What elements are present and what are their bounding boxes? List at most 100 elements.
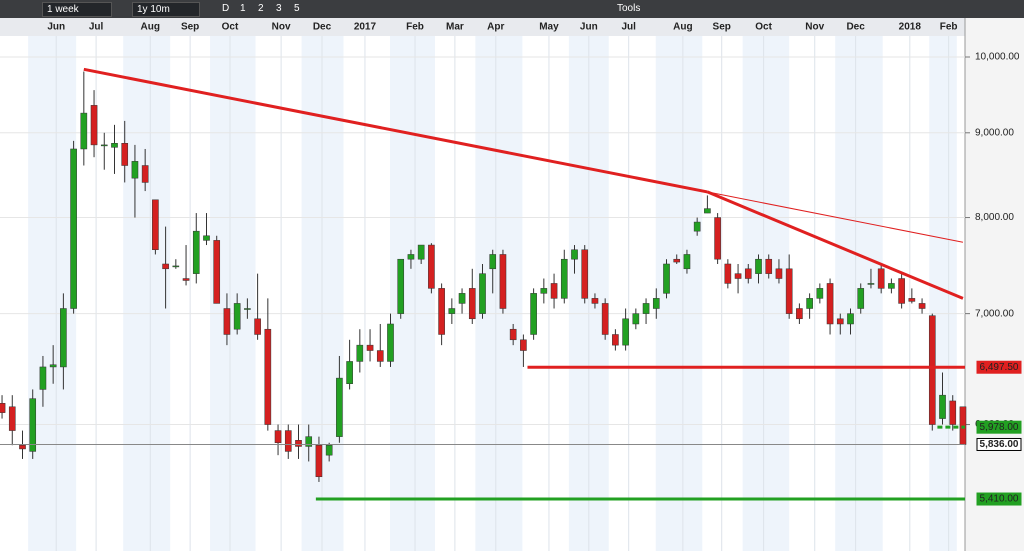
y-axis-band [965,18,1024,551]
candle-body [70,148,77,309]
candle-body [8,406,16,431]
y-tick-label: 8,000.00 [975,212,1014,223]
candle-body [591,298,599,304]
x-tick-label: Dec [846,22,865,33]
x-tick-label: Nov [805,22,824,33]
candle-body [397,258,405,314]
candle-body [683,254,691,270]
candle-body [622,318,629,346]
candle-body [888,283,895,289]
candle-body [714,217,721,260]
candle-body [346,361,353,384]
candle-body [29,398,37,452]
candle-body [560,258,568,299]
period-button[interactable]: 3 [276,3,282,14]
x-axis-band [0,18,965,36]
candle-body [816,288,824,299]
candle-body [765,258,773,274]
candle-body [172,265,180,268]
candle-body [407,254,415,260]
month-band [123,36,171,551]
candle-body [867,283,875,285]
candle-body [254,318,261,335]
candle-body [601,303,609,335]
candle-body [100,144,108,147]
candle-body [509,328,517,341]
x-tick-label: Jun [47,22,65,33]
candle-body [325,444,333,456]
candle-body [366,344,374,351]
candle-body [755,258,762,274]
candle-body [928,315,936,425]
candle-body [80,112,88,150]
level-tag [976,420,1022,434]
candle-body [284,430,292,452]
candle-body [836,318,844,325]
candle-body [673,258,681,263]
y-tick-label: 10,000.00 [975,52,1020,63]
month-band [655,36,703,551]
candle-body [959,406,967,445]
candle-body [724,263,732,284]
month-band [742,36,790,551]
candle-body [744,268,752,279]
candle-body [632,313,640,325]
range-select[interactable]: 1y 10m [132,2,200,17]
level-label: 5,410.00 [980,494,1019,505]
period-button[interactable]: 1 [240,3,246,14]
x-tick-label: Sep [713,22,731,33]
y-tick-label: 7,000.00 [975,308,1014,319]
candle-body [19,444,26,450]
candle-body [877,268,885,289]
candle-body [264,328,272,425]
x-tick-label: Nov [272,22,291,33]
candle-body [489,254,497,270]
trendline [707,191,964,243]
candle-body [49,364,57,368]
interval-select[interactable]: 1 week [42,2,112,17]
candle-body [438,288,445,335]
trendline [83,67,708,194]
x-tick-label: Sep [181,22,199,33]
candle-body [734,273,742,279]
period-button[interactable]: D [222,3,230,14]
candle-body [520,339,527,351]
x-tick-label: Dec [313,22,332,33]
candle-body [152,199,159,250]
candle-body [213,240,221,304]
candle-body [39,366,47,390]
x-tick-label: Mar [446,22,464,33]
x-tick-label: Jun [580,22,598,33]
candle-body [448,308,456,314]
level-tag [976,492,1022,506]
period-button[interactable]: 5 [294,3,300,14]
candle-body [826,283,834,325]
level-label: 5,978.00 [980,422,1019,433]
candle-body [244,308,251,310]
x-tick-label: Feb [940,22,958,33]
candle-body [857,288,865,309]
candle-body [479,273,486,314]
candle-body [693,221,701,232]
candle-body [642,303,650,314]
candle-body [540,288,548,294]
candle-body [530,293,537,335]
x-tick-label: Jul [89,22,104,33]
tools-label: Tools [617,3,641,14]
candle-body [785,268,793,314]
period-button[interactable]: 2 [258,3,264,14]
candle-body [918,303,926,309]
candle-body [60,308,67,368]
candle-body [898,278,905,304]
x-tick-label: 2017 [354,22,377,33]
level-tag [976,360,1022,374]
level-label: 6,497.50 [980,362,1019,373]
x-tick-label: Feb [406,22,424,33]
candle-body [428,244,435,289]
candle-body [775,268,783,279]
candle-body [90,105,98,146]
candle-body [571,249,578,260]
candle-body [939,394,946,419]
candle-body [162,263,169,270]
